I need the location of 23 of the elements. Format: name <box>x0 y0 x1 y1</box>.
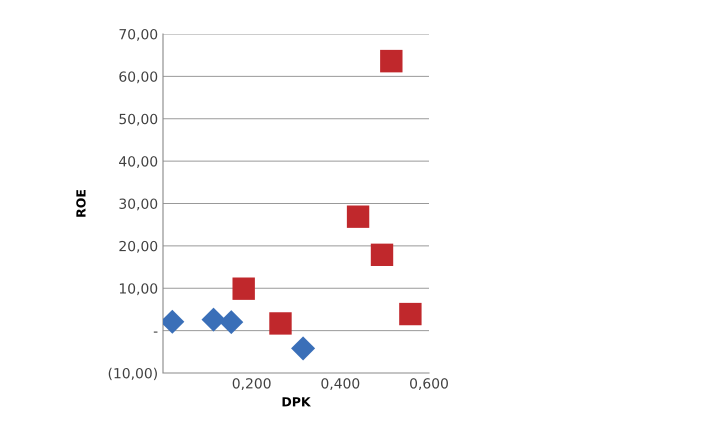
y-tick-label: 10,00 <box>120 283 158 296</box>
y-tick-label: 20,00 <box>119 240 158 253</box>
point <box>399 302 422 326</box>
point <box>202 308 226 332</box>
point <box>370 244 394 266</box>
y-tick-label: (10,00) <box>108 368 157 380</box>
x-tick-label: 0,200 <box>232 378 271 390</box>
y-axis-title: ROE <box>76 190 86 217</box>
point <box>291 336 316 360</box>
y-tick-label: 40,00 <box>119 156 158 168</box>
x-axis-title: DPK <box>282 397 311 406</box>
y-tick-label: 30,00 <box>119 198 158 210</box>
y-tick-label: 50,00 <box>119 114 158 126</box>
point <box>219 310 244 334</box>
point <box>269 312 292 335</box>
point <box>346 205 370 228</box>
point <box>232 277 255 300</box>
x-tick-label: 0,600 <box>410 378 448 390</box>
y-tick-label: - <box>154 332 158 333</box>
y-tick-label: 60,00 <box>119 71 158 84</box>
y-tick-label: 70,00 <box>120 28 158 41</box>
point <box>380 50 403 72</box>
x-tick-label: 0,400 <box>321 378 360 390</box>
